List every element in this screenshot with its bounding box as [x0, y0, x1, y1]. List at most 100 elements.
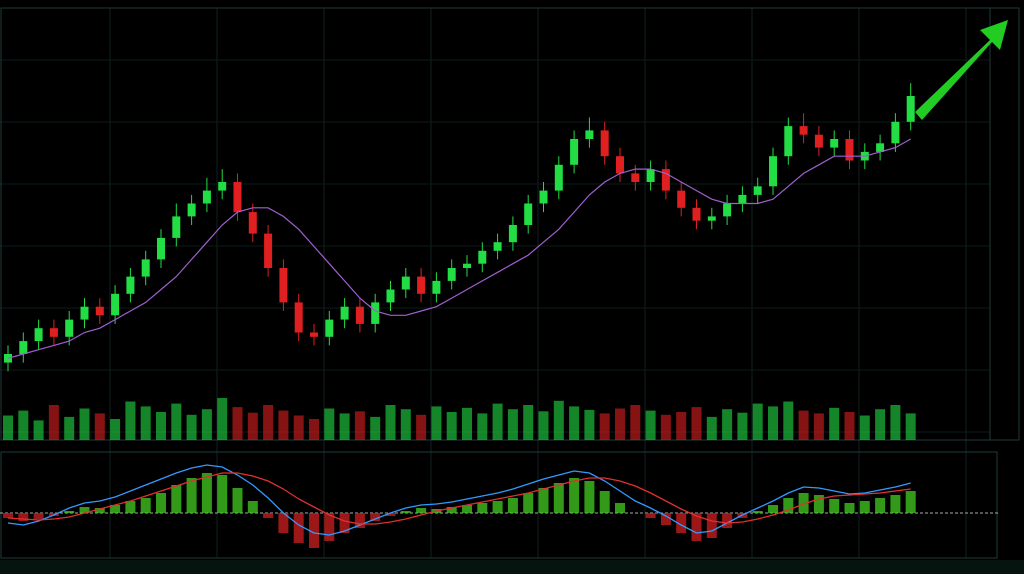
volume-bar [737, 412, 748, 440]
volume-bar [492, 403, 503, 440]
candle-body [585, 130, 594, 139]
macd-histogram-bar [232, 488, 243, 513]
volume-bar [829, 407, 840, 440]
candle-body [80, 306, 89, 320]
macd-histogram-bar [64, 511, 75, 513]
macd-histogram-bar [660, 513, 671, 525]
candle-body [172, 216, 181, 238]
macd-histogram-bar [645, 513, 656, 518]
candle-body [478, 250, 487, 264]
macd-histogram-bar [798, 493, 809, 513]
candle-body [738, 194, 747, 204]
macd-histogram-bar [186, 478, 197, 513]
volume-bar [416, 414, 427, 440]
volume-bar [645, 410, 656, 440]
volume-bar [125, 401, 136, 440]
candle-body [769, 156, 777, 187]
macd-histogram-bar [905, 491, 916, 513]
candle-body [463, 263, 471, 268]
volume-bar [79, 408, 90, 440]
macd-histogram-bar [859, 501, 870, 513]
candle-body [279, 268, 288, 303]
volume-bar [584, 409, 595, 440]
candle-body [784, 126, 793, 157]
candle-body [264, 233, 273, 268]
candle-body [202, 190, 211, 204]
candle-body [692, 207, 701, 221]
candle-body [355, 306, 364, 324]
volume-bar [64, 416, 75, 440]
volume-bar [140, 406, 151, 440]
macd-histogram-bar [875, 498, 886, 513]
candle-body [111, 293, 120, 316]
volume-bar [48, 405, 59, 440]
macd-panel [0, 451, 998, 559]
macd-histogram-bar [553, 483, 564, 513]
volume-bar [599, 413, 610, 440]
volume-bar [615, 408, 625, 440]
volume-bar [462, 407, 472, 440]
candle-body [294, 302, 303, 333]
macd-histogram-bar [33, 513, 44, 519]
candle-body [753, 186, 762, 195]
macd-histogram-bar [140, 498, 151, 513]
time-axis-strip [0, 560, 1024, 574]
volume-bar [247, 412, 258, 440]
macd-histogram-bar [416, 508, 427, 513]
volume-bar [171, 403, 182, 440]
candle-body [34, 328, 43, 342]
volume-bar [783, 401, 794, 440]
candle-body [141, 259, 150, 277]
candle-body [707, 216, 716, 221]
candle-body [845, 139, 854, 161]
macd-histogram-bar [263, 513, 274, 518]
candle-body [248, 212, 257, 234]
macd-histogram-bar [217, 475, 228, 513]
macd-histogram-bar [722, 513, 733, 528]
volume-bar [859, 415, 870, 440]
macd-histogram-bar [507, 498, 518, 513]
volume-bar [201, 409, 212, 440]
macd-histogram-bar [768, 505, 778, 513]
volume-bar [905, 413, 916, 440]
candle-body [126, 276, 135, 294]
volume-bar [354, 411, 365, 440]
macd-histogram-bar [125, 501, 136, 513]
volume-bar [630, 405, 641, 440]
macd-histogram-bar [844, 503, 855, 513]
candle-body [616, 156, 624, 174]
candle-body [799, 126, 808, 135]
candle-body [508, 225, 517, 243]
volume-bar [569, 406, 580, 440]
candle-body [386, 289, 395, 303]
macd-histogram-bar [706, 513, 717, 538]
candle-body [493, 242, 502, 251]
macd-histogram-bar [538, 488, 549, 513]
candle-body [646, 169, 655, 182]
candle-body [677, 190, 686, 208]
macd-histogram-bar [293, 513, 304, 543]
candle-body [524, 203, 533, 225]
volume-bar [798, 410, 809, 440]
candle-body [830, 139, 839, 148]
volume-bar [722, 409, 733, 440]
volume-bar [553, 400, 564, 440]
macd-histogram-bar [813, 495, 824, 513]
volume-bar [890, 405, 901, 440]
candle-body [631, 173, 640, 182]
macd-histogram-bar [94, 508, 105, 513]
candle-body [432, 280, 441, 294]
volume-bar [156, 412, 166, 440]
volume-bar [33, 420, 44, 440]
volume-bar [324, 408, 335, 440]
macd-histogram-bar [171, 485, 182, 513]
macd-histogram-bar [385, 513, 396, 516]
plot-layer [3, 83, 916, 548]
candle-body [187, 203, 196, 217]
volume-bar [339, 413, 350, 440]
macd-histogram-bar [492, 501, 503, 513]
volume-bar [706, 416, 717, 440]
candle-body [554, 164, 563, 191]
candle-body [876, 143, 885, 152]
